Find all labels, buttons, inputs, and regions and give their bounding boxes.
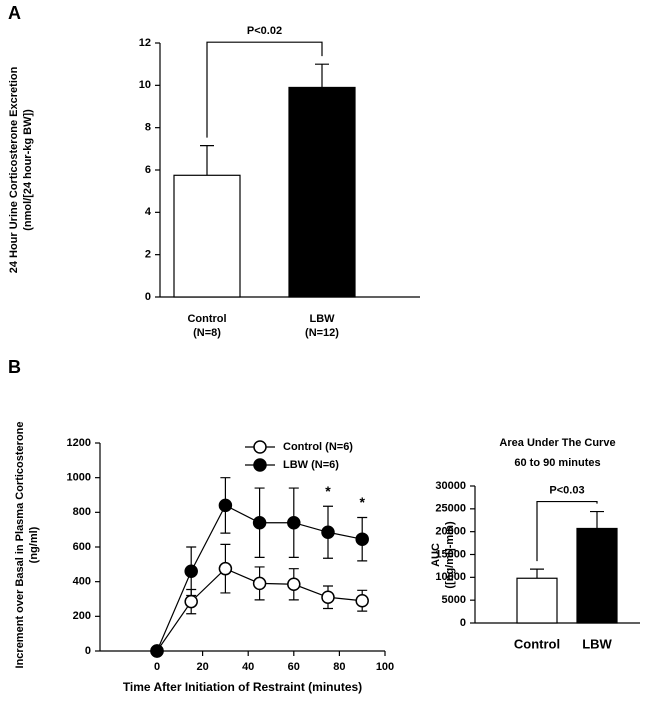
group-size-label: (N=8): [193, 327, 221, 339]
x-tick-label: LBW: [309, 313, 335, 325]
chart-title: Area Under The Curve: [499, 437, 615, 449]
y-tick-label: 20000: [435, 526, 466, 538]
data-point: [355, 593, 369, 608]
group-size-label: (N=12): [305, 327, 339, 339]
y-tick-label: 1200: [67, 437, 91, 449]
y-tick-label: 8: [145, 122, 151, 134]
y-tick-label: 25000: [435, 503, 466, 515]
y-tick-label: 10000: [435, 571, 466, 583]
x-tick-label: 60: [288, 661, 300, 673]
y-axis-label: 24 Hour Urine Corticosterone Excretion: [8, 66, 20, 273]
y-tick-label: 6: [145, 164, 151, 176]
y-axis-label: (nmol/[24 hour-kg BW]): [22, 109, 34, 231]
data-point: [252, 515, 267, 530]
x-tick-label: Control: [514, 636, 560, 651]
chart-subtitle: 60 to 90 minutes: [514, 457, 600, 469]
y-tick-label: 1000: [67, 472, 91, 484]
y-axis-label: (ng/ml): [28, 526, 40, 563]
x-tick-label: 80: [333, 661, 345, 673]
y-tick-label: 0: [85, 645, 91, 657]
legend-marker: [253, 458, 267, 472]
data-point: [184, 564, 198, 579]
p-value: P<0.02: [247, 25, 282, 37]
x-tick-label: 100: [376, 661, 394, 673]
legend-label: Control (N=6): [283, 441, 353, 453]
legend-marker: [253, 440, 267, 454]
y-axis-label: Increment over Basal in Plasma Corticost…: [14, 422, 26, 669]
x-tick-label: 20: [196, 661, 208, 673]
data-point: [252, 576, 267, 591]
y-tick-label: 200: [73, 610, 91, 622]
data-point: [287, 515, 301, 530]
error-bar: [200, 145, 214, 176]
significance-bracket: [206, 41, 323, 138]
x-tick-label: Control: [187, 313, 226, 325]
legend-label: LBW (N=6): [283, 459, 339, 471]
bar: [516, 577, 558, 624]
y-tick-label: 10: [139, 79, 151, 91]
x-tick-label: LBW: [582, 636, 612, 651]
y-tick-label: 5000: [442, 594, 466, 606]
data-point: [218, 561, 233, 576]
y-tick-label: 15000: [435, 548, 466, 560]
y-axis-label: ([ng/ml]-min): [444, 521, 456, 589]
significance-marker: *: [325, 483, 331, 499]
data-point: [321, 525, 335, 540]
y-tick-label: 400: [73, 576, 91, 588]
y-axis-label: AUC: [430, 543, 442, 567]
p-value: P<0.03: [549, 484, 584, 496]
significance-bracket: [536, 500, 598, 562]
y-tick-label: 4: [145, 206, 152, 218]
y-tick-label: 30000: [435, 480, 466, 492]
panel-letter: A: [8, 3, 21, 23]
x-tick-label: 0: [154, 661, 160, 673]
y-tick-label: 600: [73, 541, 91, 553]
data-point: [218, 498, 233, 513]
y-tick-label: 2: [145, 249, 151, 261]
x-axis-label: Time After Initiation of Restraint (minu…: [123, 680, 362, 694]
significance-marker: *: [359, 494, 365, 510]
y-tick-label: 0: [145, 291, 151, 303]
y-tick-label: 0: [460, 617, 466, 629]
panel-letter: B: [8, 357, 21, 377]
bar: [173, 174, 241, 298]
x-tick-label: 40: [242, 661, 254, 673]
data-point: [184, 594, 198, 609]
error-bar: [315, 63, 329, 88]
bar: [576, 527, 618, 624]
data-point: [321, 590, 335, 605]
data-point: [150, 644, 164, 658]
error-bar: [590, 510, 604, 529]
bar: [288, 86, 356, 298]
data-point: [355, 532, 369, 546]
data-point: [287, 577, 301, 592]
error-bar: [530, 568, 544, 579]
y-tick-label: 800: [73, 506, 91, 518]
y-tick-label: 12: [139, 37, 151, 49]
